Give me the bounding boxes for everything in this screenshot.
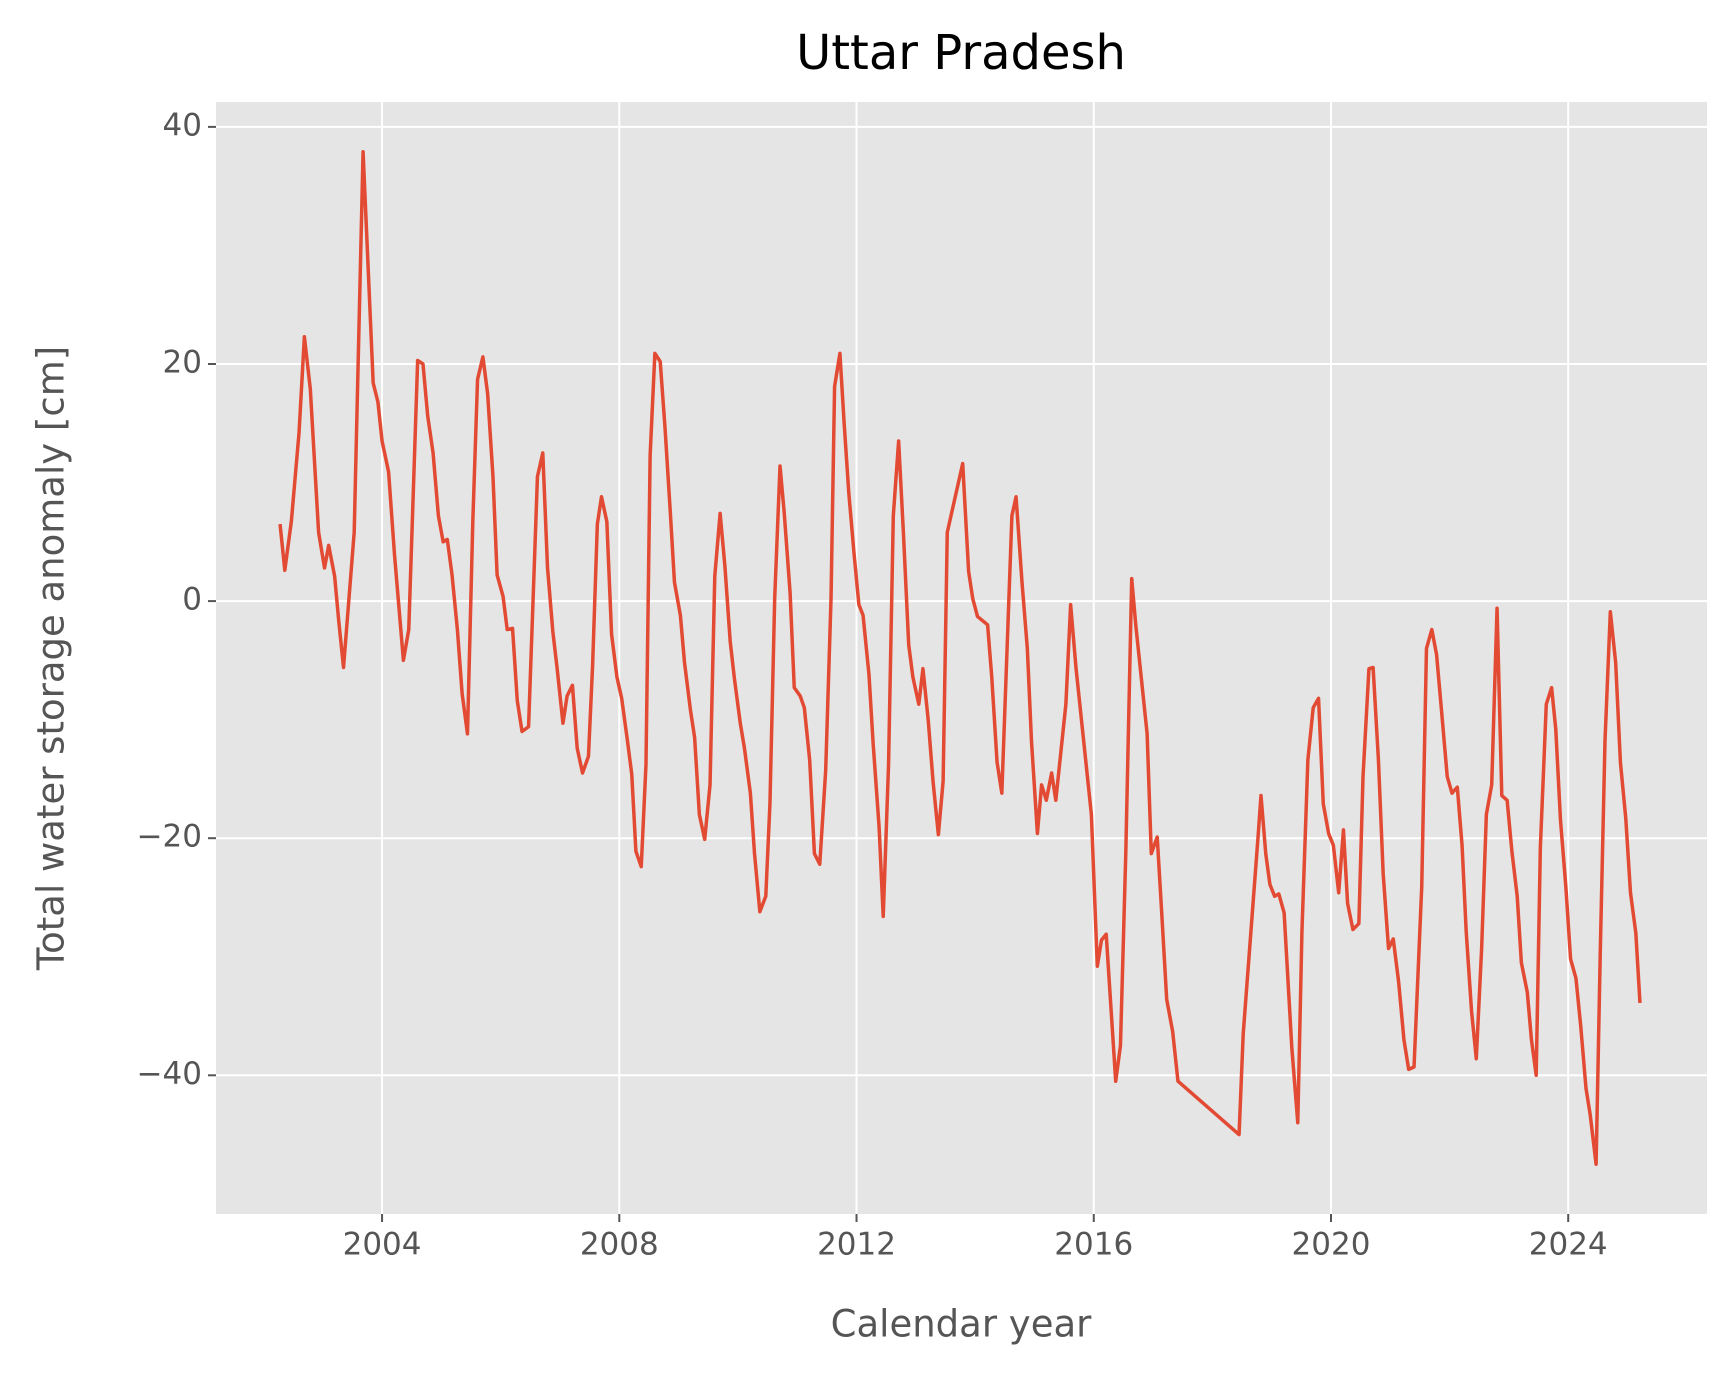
y-tick-label: −20 (137, 819, 202, 855)
y-tick-label: −40 (137, 1056, 202, 1092)
y-tick-label: 0 (182, 582, 202, 618)
x-tick-label: 2016 (1054, 1227, 1133, 1263)
x-tick-label: 2020 (1292, 1227, 1371, 1263)
data-line (278, 150, 1642, 1166)
x-tick-label: 2008 (580, 1227, 659, 1263)
y-axis-label: Total water storage anomaly [cm] (30, 346, 73, 971)
y-tick-label: 20 (163, 344, 202, 380)
x-tick-label: 2012 (817, 1227, 896, 1263)
chart-title: Uttar Pradesh (796, 25, 1126, 81)
y-tick-label: 40 (163, 107, 202, 143)
plot-area (216, 102, 1707, 1214)
x-tick-label: 2004 (343, 1227, 422, 1263)
x-axis-label: Calendar year (831, 1303, 1092, 1346)
x-tick-label: 2024 (1529, 1227, 1608, 1263)
